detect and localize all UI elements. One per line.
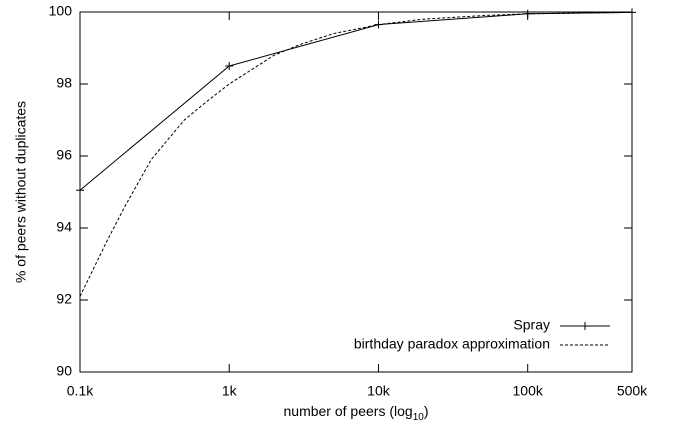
x-tick-label: 10k (367, 383, 391, 399)
y-tick-label: 100 (49, 3, 73, 19)
point-marker (76, 186, 84, 195)
y-tick-label: 96 (56, 147, 72, 163)
x-tick-label: 100k (513, 383, 544, 399)
x-axis-label-subscript: 10 (413, 412, 425, 423)
legend-marker (581, 322, 589, 330)
y-tick-label: 98 (56, 75, 72, 91)
y-axis-label: % of peers without duplicates (13, 101, 29, 283)
point-marker (225, 62, 234, 70)
legend-label: Spray (513, 317, 550, 333)
legend-label: birthday paradox approximation (354, 336, 550, 352)
x-tick-label: 0.1k (67, 383, 94, 399)
x-axis-label-text: number of peers (log (284, 403, 413, 419)
y-tick-label: 90 (56, 363, 72, 379)
x-tick-label: 1k (222, 383, 238, 399)
x-tick-label: 500k (617, 383, 648, 399)
x-axis-label: number of peers (log10) (284, 403, 429, 423)
x-axis-label-end: ) (424, 403, 429, 419)
series-line (79, 11, 633, 191)
series-line (79, 11, 633, 297)
y-tick-label: 92 (56, 291, 72, 307)
y-tick-label: 94 (56, 219, 72, 235)
